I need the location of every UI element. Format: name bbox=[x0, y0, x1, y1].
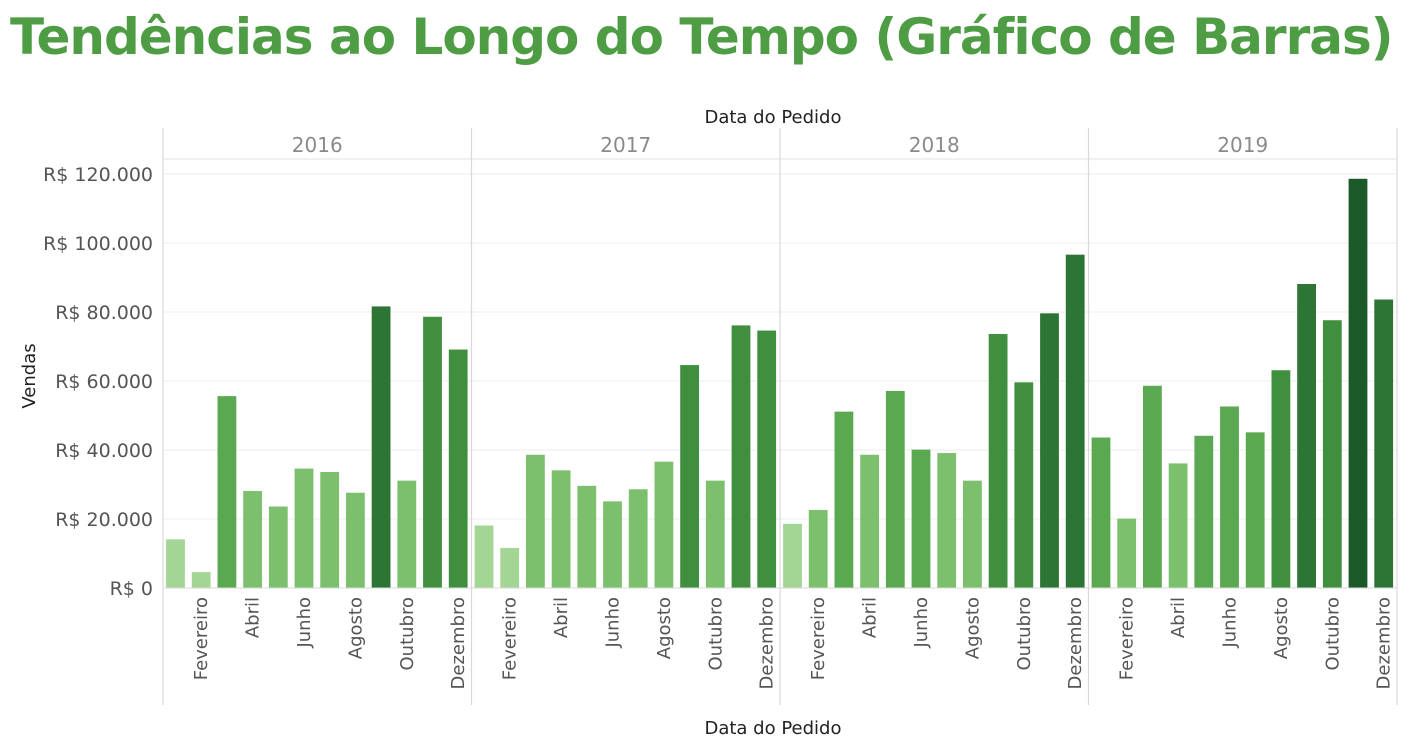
month-tick-label: Agosto bbox=[654, 597, 675, 659]
bar bbox=[448, 349, 468, 589]
bar bbox=[1143, 385, 1162, 589]
month-tick-label: Outubro bbox=[397, 597, 418, 671]
bar bbox=[320, 472, 340, 589]
month-tick-label: Agosto bbox=[962, 597, 983, 659]
bar bbox=[705, 480, 725, 589]
bar bbox=[1014, 382, 1034, 589]
chart-title: Tendências ao Longo do Tempo (Gráfico de… bbox=[10, 8, 1394, 66]
bar bbox=[243, 490, 263, 589]
bar bbox=[808, 509, 828, 589]
month-tick-label: Fevereiro bbox=[191, 597, 212, 680]
month-tick-label: Junho bbox=[294, 597, 315, 649]
bar bbox=[268, 506, 288, 589]
month-tick-label: Fevereiro bbox=[808, 597, 829, 680]
month-tick-label: Fevereiro bbox=[1117, 597, 1138, 680]
month-tick-label: Outubro bbox=[1014, 597, 1035, 671]
bar bbox=[680, 365, 699, 589]
bar bbox=[474, 525, 494, 589]
month-tick-label: Abril bbox=[243, 597, 264, 638]
bar bbox=[577, 485, 597, 589]
bar bbox=[1117, 518, 1137, 589]
y-tick-label: R$ 80.000 bbox=[55, 302, 153, 324]
year-label: 2016 bbox=[292, 133, 343, 157]
y-axis-title: Vendas bbox=[19, 343, 40, 408]
month-tick-label: Outubro bbox=[705, 597, 726, 671]
bar bbox=[1245, 432, 1265, 589]
bar bbox=[166, 539, 185, 589]
x-axis-title: Data do Pedido bbox=[704, 718, 841, 739]
month-tick-label: Dezembro bbox=[1374, 597, 1395, 689]
month-tick-label: Abril bbox=[551, 597, 572, 638]
y-tick-label: R$ 120.000 bbox=[43, 164, 153, 186]
bar bbox=[603, 501, 622, 589]
year-label: 2019 bbox=[1217, 133, 1268, 157]
bar bbox=[911, 449, 931, 589]
bar bbox=[371, 306, 391, 589]
bar bbox=[500, 547, 520, 589]
bar bbox=[1271, 370, 1291, 589]
month-tick-label: Abril bbox=[860, 597, 881, 638]
bar bbox=[654, 461, 674, 589]
bar bbox=[217, 396, 237, 589]
bar bbox=[783, 523, 802, 589]
bar bbox=[885, 390, 905, 589]
month-tick-label: Agosto bbox=[345, 597, 366, 659]
bar bbox=[1348, 178, 1368, 589]
bar bbox=[628, 489, 648, 589]
bar bbox=[1322, 320, 1342, 589]
bar bbox=[423, 316, 442, 589]
year-label: 2017 bbox=[600, 133, 651, 157]
bar bbox=[191, 572, 211, 589]
month-tick-label: Outubro bbox=[1322, 597, 1343, 671]
month-tick-label: Abril bbox=[1168, 597, 1189, 638]
bar bbox=[1065, 254, 1085, 589]
bar bbox=[988, 334, 1008, 589]
month-tick-label: Fevereiro bbox=[500, 597, 521, 680]
bar bbox=[1220, 406, 1239, 589]
y-tick-label: R$ 40.000 bbox=[55, 440, 153, 462]
bar bbox=[1194, 435, 1214, 589]
month-tick-label: Dezembro bbox=[448, 597, 469, 689]
bar bbox=[1091, 437, 1111, 589]
bar bbox=[963, 480, 982, 589]
bar bbox=[294, 468, 314, 589]
y-tick-label: R$ 100.000 bbox=[43, 233, 153, 255]
bar bbox=[937, 453, 957, 589]
bar bbox=[345, 492, 365, 589]
bar bbox=[860, 454, 879, 589]
month-tick-label: Junho bbox=[603, 597, 624, 649]
y-tick-label: R$ 20.000 bbox=[55, 509, 153, 531]
bar bbox=[551, 470, 571, 589]
bar bbox=[397, 480, 417, 589]
bar bbox=[757, 330, 777, 589]
month-tick-label: Junho bbox=[1220, 597, 1241, 649]
bar bbox=[526, 454, 545, 589]
bar bbox=[731, 325, 751, 589]
month-tick-label: Dezembro bbox=[1065, 597, 1086, 689]
bar bbox=[1040, 313, 1059, 589]
year-label: 2018 bbox=[909, 133, 960, 157]
bar bbox=[834, 411, 854, 589]
bar bbox=[1374, 299, 1394, 589]
month-tick-label: Dezembro bbox=[757, 597, 778, 689]
y-tick-label: R$ 0 bbox=[110, 578, 153, 600]
x-axis-title-top: Data do Pedido bbox=[704, 107, 841, 128]
month-tick-label: Agosto bbox=[1271, 597, 1292, 659]
y-tick-label: R$ 60.000 bbox=[55, 371, 153, 393]
month-tick-label: Junho bbox=[911, 597, 932, 649]
bar bbox=[1168, 463, 1188, 589]
bar bbox=[1297, 283, 1316, 589]
